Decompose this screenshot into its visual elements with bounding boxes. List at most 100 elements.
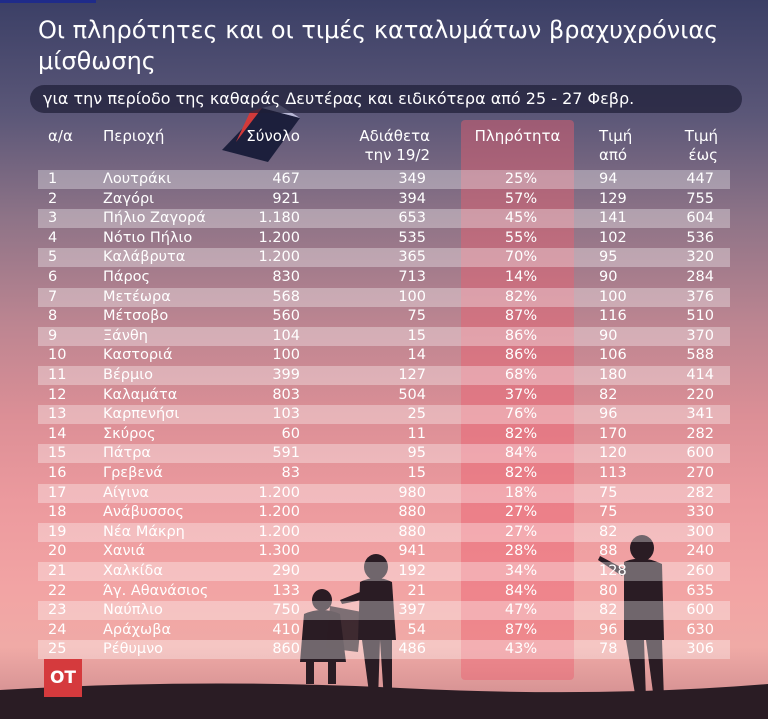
cell-occupancy: 82%: [504, 288, 538, 305]
cell-price_from: 106: [599, 347, 627, 364]
cell-price_to: 414: [686, 367, 714, 383]
cell-region: Πήλιο Ζαγορά: [103, 210, 206, 227]
cell-no: 2: [48, 190, 58, 207]
cell-price_to: 260: [686, 563, 714, 579]
table-row: 12 Καλαμάτα 803 504 37% 82 220: [38, 386, 730, 405]
cell-region: Αίγινα: [103, 484, 149, 501]
column-header-price_to: Τιμή: [684, 127, 718, 145]
cell-no: 25: [48, 641, 67, 658]
cell-price_to: 536: [686, 229, 714, 246]
cell-total: 290: [272, 563, 300, 579]
cell-no: 1: [48, 171, 58, 187]
cell-unavailable: 95: [407, 445, 426, 462]
cell-occupancy: 47%: [504, 602, 538, 619]
table-row: 5 Καλάβρυτα 1.200 365 70% 95 320: [38, 248, 730, 268]
page-title: Οι πληρότητες και οι τιμές καταλυμάτων β…: [38, 16, 719, 75]
cell-price_from: 90: [599, 327, 618, 344]
table-row: 2 Ζαγόρι 921 394 57% 129 755: [38, 190, 730, 209]
cell-region: Πάρος: [103, 269, 151, 285]
cell-unavailable: 349: [398, 171, 426, 187]
cell-total: 860: [272, 641, 300, 658]
cell-no: 4: [48, 229, 58, 246]
cell-total: 410: [272, 621, 300, 638]
table-row: 21 Χαλκίδα 290 192 34% 128 260: [38, 562, 730, 581]
cell-total: 1.200: [258, 484, 300, 501]
cell-price_from: 96: [599, 406, 618, 423]
cell-price_from: 82: [599, 523, 618, 540]
cell-region: Ναύπλιο: [103, 602, 163, 619]
cell-occupancy: 27%: [504, 523, 538, 540]
cell-occupancy: 57%: [504, 190, 538, 207]
cell-total: 1.180: [258, 210, 300, 227]
cell-total: 921: [272, 190, 300, 207]
cell-price_to: 376: [686, 288, 714, 305]
cell-region: Νέα Μάκρη: [103, 523, 185, 540]
cell-no: 9: [48, 327, 58, 344]
cell-price_to: 588: [686, 347, 714, 364]
cell-total: 103: [272, 406, 300, 423]
table-row: 13 Καρπενήσι 103 25 76% 96 341: [38, 405, 730, 425]
cell-no: 5: [48, 249, 58, 266]
cell-price_to: 600: [686, 445, 714, 462]
cell-price_to: 370: [686, 327, 714, 344]
column-header-price_to: έως: [688, 146, 718, 164]
cell-price_to: 282: [686, 425, 714, 442]
cell-unavailable: 394: [398, 190, 426, 207]
cell-occupancy: 43%: [504, 641, 538, 658]
cell-unavailable: 54: [407, 621, 426, 638]
cell-region: Λουτράκι: [103, 171, 172, 187]
cell-region: Καλαμάτα: [103, 386, 178, 403]
cell-price_from: 170: [599, 425, 627, 442]
table-row: 24 Αράχωβα 410 54 87% 96 630: [38, 621, 730, 640]
subtitle-bar: [30, 85, 742, 113]
cell-region: Αράχωβα: [103, 621, 172, 638]
cell-price_from: 120: [599, 445, 627, 462]
ot-logo: ΟΤ: [44, 659, 82, 697]
cell-occupancy: 45%: [504, 210, 538, 227]
cell-region: Καστοριά: [103, 347, 173, 364]
cell-unavailable: 880: [398, 523, 426, 540]
cell-no: 6: [48, 269, 58, 285]
cell-region: Καρπενήσι: [103, 406, 180, 423]
cell-unavailable: 127: [398, 367, 426, 383]
cell-total: 100: [272, 347, 300, 364]
cell-price_to: 240: [686, 543, 714, 560]
cell-total: 60: [281, 425, 300, 442]
table-row: 1 Λουτράκι 467 349 25% 94 447: [38, 170, 730, 189]
cell-no: 8: [48, 308, 58, 325]
cell-region: Ρέθυμνο: [103, 641, 164, 658]
cell-total: 1.200: [258, 229, 300, 246]
table-row: 8 Μέτσοβο 560 75 87% 116 510: [38, 307, 730, 326]
cell-unavailable: 25: [407, 406, 426, 423]
people-silhouette-icon: [0, 535, 768, 719]
cell-region: Χαλκίδα: [103, 563, 163, 579]
cell-price_to: 635: [686, 582, 714, 599]
column-header-region: Περιοχή: [103, 127, 165, 145]
cell-region: Μέτσοβο: [103, 308, 169, 325]
cell-no: 18: [48, 504, 67, 521]
cell-total: 750: [272, 602, 300, 619]
cell-occupancy: 55%: [504, 229, 538, 246]
column-header-price_from: από: [599, 146, 628, 164]
cell-occupancy: 37%: [504, 386, 538, 403]
cell-price_from: 128: [599, 563, 627, 579]
cell-price_from: 90: [599, 269, 618, 285]
cell-total: 591: [272, 445, 300, 462]
table-row: 25 Ρέθυμνο 860 486 43% 78 306: [38, 640, 730, 660]
cell-unavailable: 941: [398, 543, 426, 560]
cell-price_to: 330: [686, 504, 714, 521]
cell-price_to: 447: [686, 171, 714, 187]
table-row: 7 Μετέωρα 568 100 82% 100 376: [38, 287, 730, 307]
cell-region: Άγ. Αθανάσιος: [103, 582, 209, 599]
cell-no: 19: [48, 523, 67, 540]
cell-price_from: 129: [599, 190, 627, 207]
cell-unavailable: 15: [407, 327, 426, 344]
cell-total: 1.200: [258, 504, 300, 521]
cell-occupancy: 87%: [504, 308, 538, 325]
cell-occupancy: 14%: [504, 269, 538, 285]
cell-no: 16: [48, 465, 67, 481]
table-row: 9 Ξάνθη 104 15 86% 90 370: [38, 326, 730, 346]
cell-occupancy: 28%: [504, 543, 538, 560]
cell-price_from: 88: [599, 543, 618, 560]
